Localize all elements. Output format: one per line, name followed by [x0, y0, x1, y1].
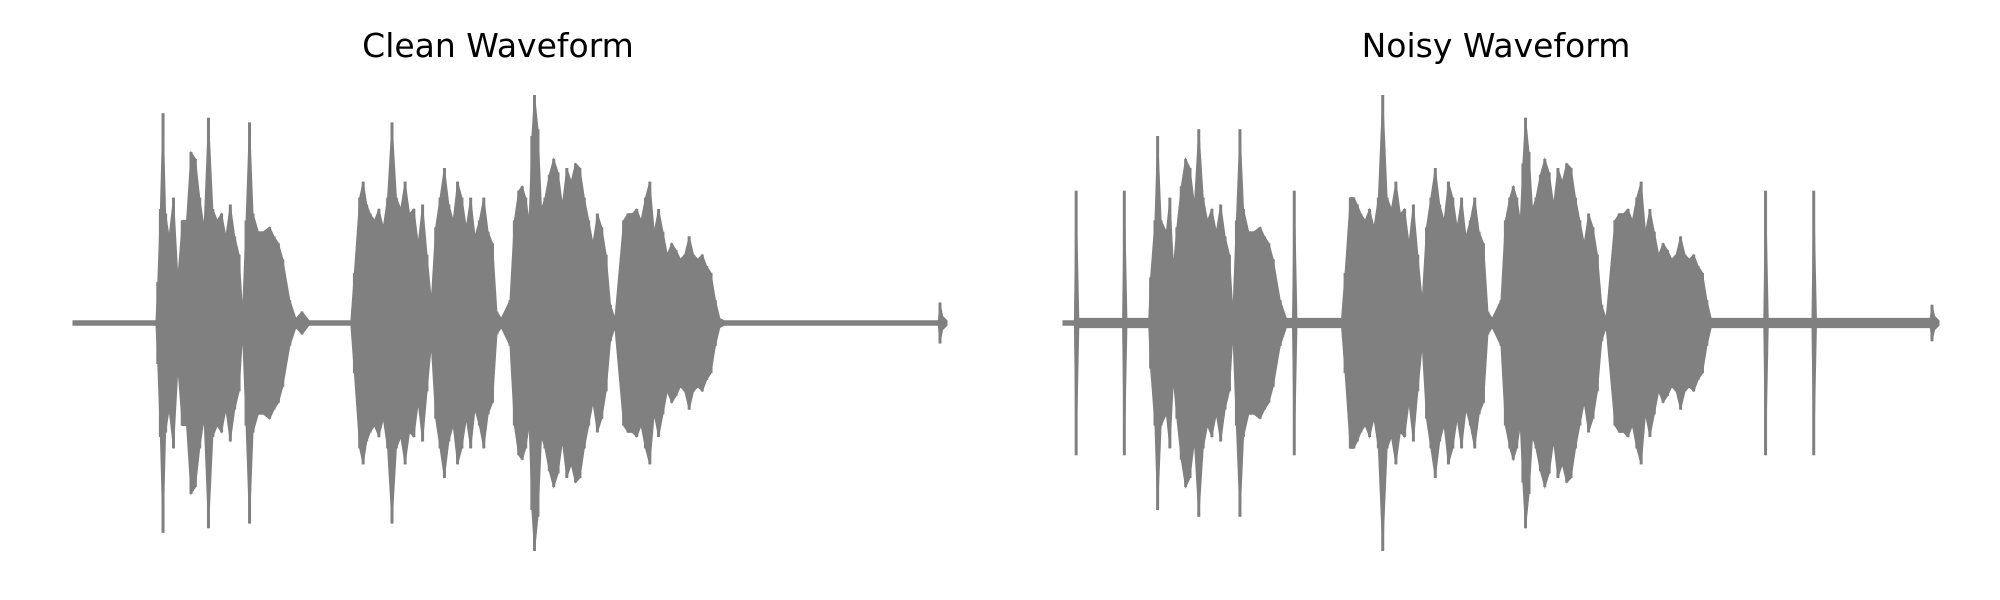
noisy-waveform-plot	[1062, 94, 1940, 552]
clean-waveform-plot	[72, 94, 948, 552]
noisy-waveform-chart: Noisy Waveform	[1000, 0, 2000, 600]
clean-chart-title: Clean Waveform	[362, 26, 634, 65]
noisy-chart-title: Noisy Waveform	[1361, 26, 1631, 65]
clean-waveform-chart: Clean Waveform	[72, 26, 948, 552]
